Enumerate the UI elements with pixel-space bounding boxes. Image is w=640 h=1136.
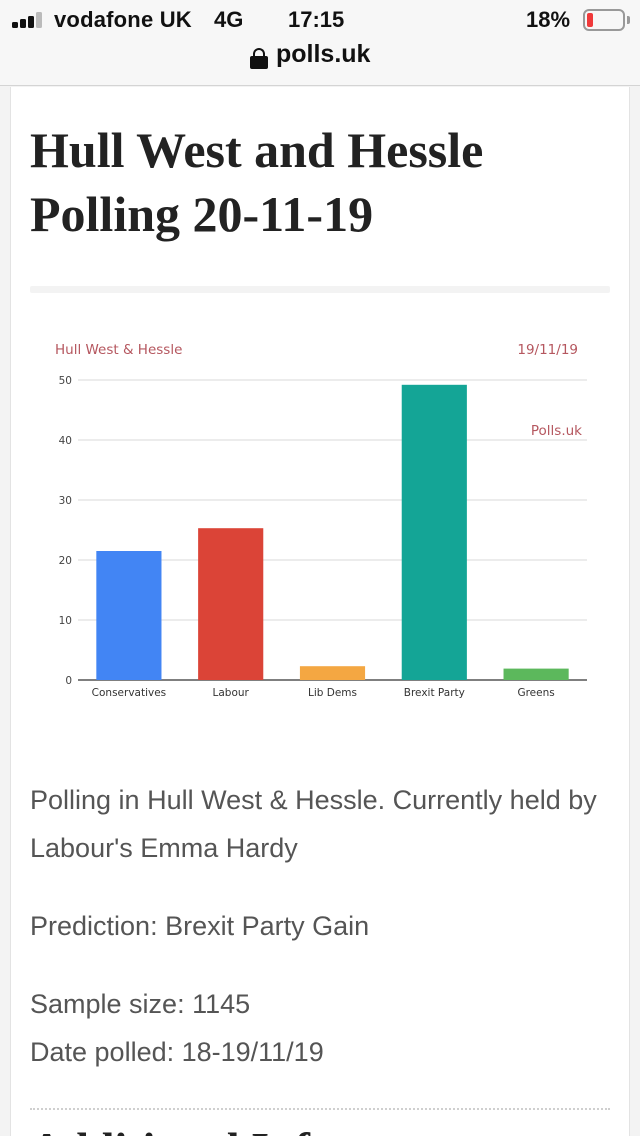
poll-prediction: Prediction: Brexit Party Gain: [30, 911, 370, 941]
bar-labour: [198, 528, 264, 680]
battery-level-fill: [587, 13, 593, 27]
y-tick-label: 0: [65, 675, 72, 687]
poll-description: Polling in Hull West & Hessle. Currently…: [30, 785, 597, 863]
chart-title: Hull West & Hessle: [55, 342, 182, 358]
y-tick-label: 50: [59, 375, 72, 387]
page-title: Hull West and Hessle Polling 20-11-19: [30, 122, 484, 242]
title-divider: [30, 286, 610, 293]
lock-icon: [250, 48, 268, 69]
y-tick-label: 10: [59, 615, 72, 627]
status-time: 17:15: [288, 7, 345, 32]
bar-greens: [503, 668, 569, 680]
x-tick-label: Brexit Party: [404, 687, 465, 699]
browser-address-bar[interactable]: [0, 40, 640, 86]
x-tick-label: Labour: [213, 687, 250, 699]
carrier-name: vodafone UK: [54, 7, 192, 32]
signal-strength-icon: [12, 12, 46, 28]
battery-tip: [627, 16, 630, 24]
status-bar: [0, 0, 640, 40]
x-tick-label: Greens: [517, 687, 554, 699]
section-divider: [30, 1108, 610, 1110]
additional-info-heading: Additional Info: [30, 1124, 333, 1136]
battery-icon: [583, 9, 625, 31]
chart-date-label: 19/11/19: [517, 342, 578, 358]
bar-lib-dems: [299, 666, 366, 680]
network-type: 4G: [214, 7, 244, 32]
bar-conservatives: [96, 551, 162, 680]
x-tick-label: Conservatives: [92, 687, 166, 699]
date-polled: Date polled: 18-19/11/19: [30, 1037, 324, 1067]
y-tick-label: 20: [59, 555, 72, 567]
sample-size: Sample size: 1145: [30, 989, 251, 1019]
y-tick-label: 40: [59, 435, 72, 447]
y-tick-label: 30: [59, 495, 72, 507]
chart-watermark: Polls.uk: [531, 423, 582, 439]
bar-brexit-party: [401, 384, 467, 680]
x-tick-label: Lib Dems: [308, 687, 357, 699]
poll-bar-chart: Hull West & Hessle 19/11/19 Polls.uk 0 10…: [55, 342, 587, 699]
url-text[interactable]: polls.uk: [276, 40, 371, 68]
battery-percent: 18%: [526, 7, 571, 32]
